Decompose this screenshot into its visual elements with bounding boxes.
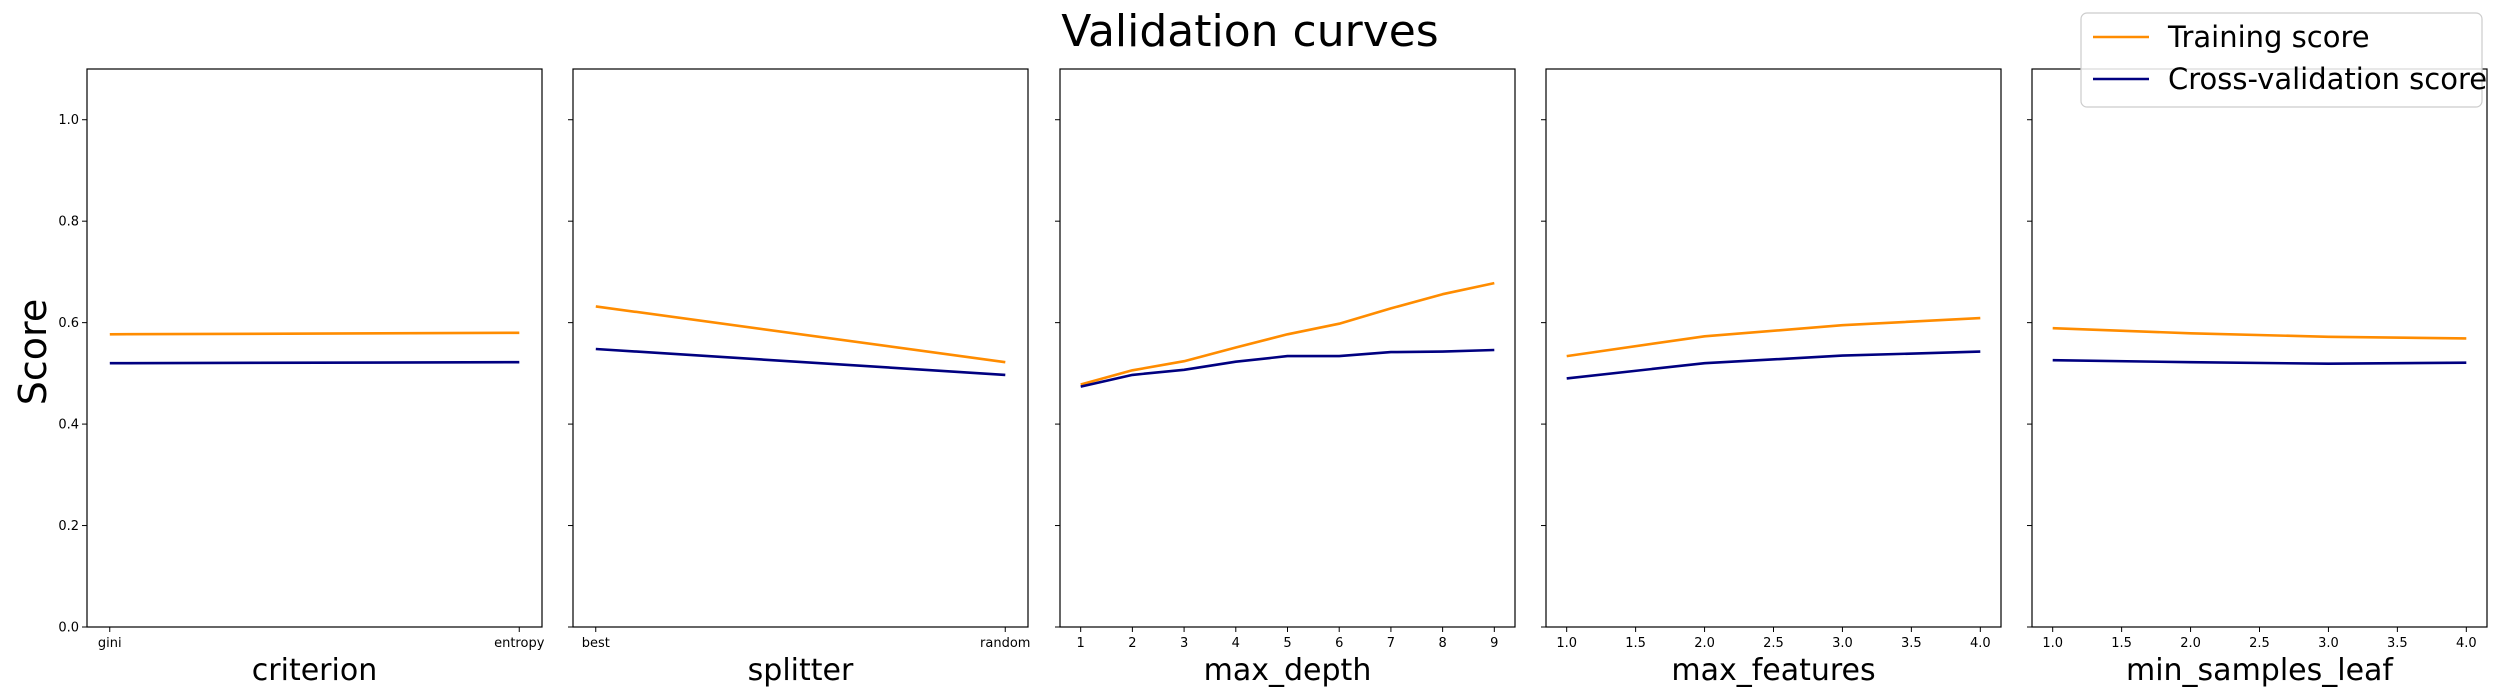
y-tick-label: 0.6 bbox=[58, 316, 79, 331]
training-score-line-splitter bbox=[595, 305, 1006, 364]
x-tick-label: 5 bbox=[1283, 636, 1291, 651]
x-tick-label: 2.0 bbox=[2180, 636, 2201, 651]
legend-cv-label: Cross-validation score bbox=[2168, 62, 2487, 96]
cv-score-line-splitter bbox=[595, 347, 1006, 377]
training-score-line-min_samples_leaf bbox=[2052, 326, 2467, 340]
y-tick-label: 1.0 bbox=[58, 113, 79, 128]
subplot-splitter: best random splitter bbox=[568, 68, 1030, 688]
x-tick-label: 9 bbox=[1490, 636, 1498, 651]
training-score-line-max_features bbox=[1566, 316, 1981, 358]
training-score-line-max_depth bbox=[1080, 281, 1495, 386]
y-axis-label: Score bbox=[11, 299, 55, 405]
x-tick-label: 1.0 bbox=[2042, 636, 2063, 651]
x-tick-label: 3.0 bbox=[2318, 636, 2339, 651]
x-tick-label: 1.5 bbox=[1625, 636, 1646, 651]
x-axis-label: criterion bbox=[252, 653, 377, 688]
axes-frame bbox=[2031, 68, 2488, 628]
y-tick-label: 0.4 bbox=[58, 418, 79, 433]
x-tick-label: 4.0 bbox=[1970, 636, 1991, 651]
axes-frame bbox=[1545, 68, 2002, 628]
x-tick-label: 3.5 bbox=[1901, 636, 1922, 651]
x-tick-label: gini bbox=[98, 636, 122, 651]
x-tick-label: 2.0 bbox=[1694, 636, 1715, 651]
x-tick-label: 1.0 bbox=[1556, 636, 1577, 651]
x-tick-label: 6 bbox=[1335, 636, 1343, 651]
subplot-max_features: 1.0 1.5 2.0 2.5 3.0 3.5 4.0 max_features bbox=[1541, 68, 2002, 688]
x-axis-label: max_features bbox=[1671, 653, 1875, 688]
y-tick-label: 0.2 bbox=[58, 519, 79, 534]
axes-frame bbox=[572, 68, 1029, 628]
x-tick-label: 7 bbox=[1387, 636, 1395, 651]
subplot-criterion: 0.0 0.2 0.4 0.6 0.8 1.0 gini entropy criterion bbox=[58, 68, 545, 688]
x-tick-label: entropy bbox=[494, 636, 545, 651]
x-axis-label: max_depth bbox=[1204, 653, 1372, 688]
legend-box bbox=[2080, 12, 2483, 108]
training-score-line-criterion bbox=[109, 331, 520, 336]
x-tick-label: 3.5 bbox=[2387, 636, 2408, 651]
legend-training-label: Training score bbox=[2167, 20, 2370, 54]
axes-frame bbox=[86, 68, 543, 628]
x-tick-label: random bbox=[980, 636, 1030, 651]
x-tick-label: 2 bbox=[1128, 636, 1136, 651]
x-tick-label: 4.0 bbox=[2456, 636, 2477, 651]
subplot-panels: 0.0 0.2 0.4 0.6 0.8 1.0 gini entropy criterion be… bbox=[58, 68, 2488, 688]
cv-score-line-min_samples_leaf bbox=[2052, 358, 2467, 366]
subplot-max_depth: 1 2 3 4 5 6 7 8 9 max_depth bbox=[1055, 68, 1516, 688]
x-tick-label: 2.5 bbox=[2249, 636, 2270, 651]
x-tick-label: 2.5 bbox=[1763, 636, 1784, 651]
cv-score-line-max_depth bbox=[1080, 348, 1495, 388]
x-tick-label: 4 bbox=[1232, 636, 1240, 651]
x-tick-label: 3.0 bbox=[1832, 636, 1853, 651]
subplot-min_samples_leaf: 1.0 1.5 2.0 2.5 3.0 3.5 4.0 min_samples_leaf bbox=[2027, 68, 2488, 688]
legend: Training score Cross-validation score bbox=[2080, 12, 2487, 108]
y-tick-label: 0.8 bbox=[58, 215, 79, 230]
figure-title: Validation curves bbox=[1061, 6, 1438, 57]
x-tick-label: 1 bbox=[1077, 636, 1085, 651]
axes-frame bbox=[1059, 68, 1516, 628]
x-tick-label: best bbox=[582, 636, 610, 651]
x-axis-label: min_samples_leaf bbox=[2126, 653, 2394, 688]
x-tick-label: 8 bbox=[1438, 636, 1446, 651]
x-tick-label: 1.5 bbox=[2111, 636, 2132, 651]
x-tick-label: 3 bbox=[1180, 636, 1188, 651]
y-tick-label: 0.0 bbox=[58, 621, 79, 636]
x-axis-label: splitter bbox=[748, 653, 854, 688]
cv-score-line-max_features bbox=[1566, 350, 1981, 380]
cv-score-line-criterion bbox=[109, 360, 520, 365]
